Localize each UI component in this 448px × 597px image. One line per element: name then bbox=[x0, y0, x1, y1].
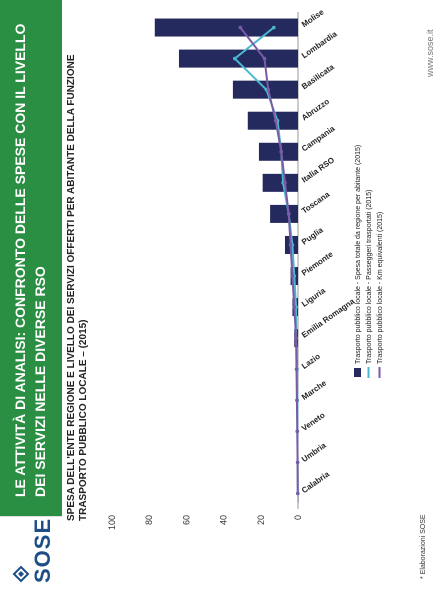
series-point bbox=[286, 212, 291, 216]
y-tick-label: 20 bbox=[256, 515, 266, 525]
legend-entry: Trasporto pubblico locale - Passeggeri t… bbox=[366, 190, 373, 364]
bar bbox=[247, 111, 298, 130]
category-label: Italia RSO bbox=[300, 155, 336, 184]
category-label: Molise bbox=[300, 7, 326, 29]
category-label: Abruzzo bbox=[300, 97, 331, 123]
series-point bbox=[283, 181, 287, 185]
category-label: Liguria bbox=[300, 286, 327, 309]
series-point bbox=[266, 87, 271, 92]
legend-entry: Trasporto pubblico locale - Km equivalen… bbox=[377, 212, 384, 364]
series-point bbox=[288, 243, 293, 247]
series-point bbox=[295, 429, 300, 434]
series-point bbox=[262, 56, 267, 61]
bar bbox=[270, 204, 299, 223]
category-label: Marche bbox=[300, 378, 329, 402]
bar bbox=[262, 173, 299, 192]
series-point bbox=[295, 398, 299, 403]
y-tick-label: 40 bbox=[219, 515, 229, 525]
header-banner: SOSE Le attività di analisi: confronto d… bbox=[0, 0, 62, 597]
series-point bbox=[295, 460, 300, 465]
source-note: * Elaborazioni SOSE bbox=[420, 514, 427, 579]
bar bbox=[178, 49, 299, 68]
bar bbox=[258, 142, 299, 161]
legend-entry: Trasporto pubblico locale - Spesa totale… bbox=[355, 145, 362, 364]
series-point bbox=[232, 56, 237, 61]
category-label: Lombardia bbox=[300, 29, 339, 60]
category-label: Piemonte bbox=[300, 249, 335, 277]
y-tick-label: 0 bbox=[293, 515, 303, 520]
series-point bbox=[294, 336, 298, 340]
category-label: Campania bbox=[300, 124, 337, 154]
series-point bbox=[238, 25, 243, 30]
category-label: Lazio bbox=[300, 352, 322, 371]
category-label: Calabria bbox=[300, 469, 331, 495]
category-label: Basilicata bbox=[300, 62, 336, 91]
y-tick-label: 60 bbox=[181, 515, 191, 525]
category-label: Veneto bbox=[300, 410, 327, 432]
y-tick-label: 100 bbox=[107, 515, 117, 530]
logo-mark-icon bbox=[12, 565, 30, 583]
series-point bbox=[272, 25, 276, 30]
website-url: www.sose.it bbox=[425, 29, 435, 77]
series-point bbox=[292, 305, 297, 309]
series-point bbox=[279, 149, 284, 154]
category-label: Umbria bbox=[300, 441, 328, 464]
y-tick-label: 80 bbox=[144, 515, 154, 525]
series-line bbox=[239, 26, 299, 494]
series-point bbox=[294, 367, 299, 372]
category-label: Puglia bbox=[300, 225, 325, 246]
legend-swatch bbox=[354, 368, 361, 377]
bar bbox=[154, 18, 298, 37]
logo: SOSE bbox=[0, 516, 62, 597]
series-point bbox=[296, 491, 300, 496]
category-label: Toscana bbox=[300, 190, 332, 216]
series-point bbox=[290, 274, 295, 278]
series-point bbox=[273, 118, 278, 123]
